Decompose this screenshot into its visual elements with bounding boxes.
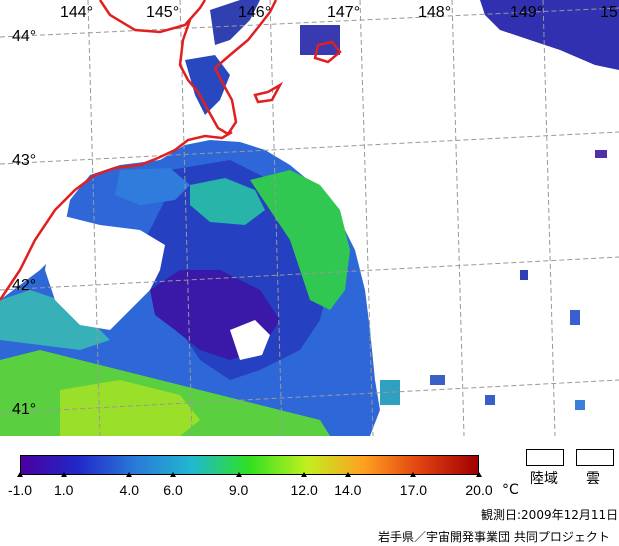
latitude-label-44: 44° <box>12 28 37 45</box>
land-legend-swatch <box>526 449 564 466</box>
longitude-label-148: 148° <box>418 4 452 21</box>
colorbar-tick-mark <box>170 472 176 477</box>
colorbar-tick-label: 4.0 <box>119 482 140 498</box>
colorbar-tick-mark <box>235 472 242 477</box>
coastline <box>0 0 342 301</box>
latitude-label-43: 43° <box>12 152 37 169</box>
sea-surface-temperature-map <box>0 0 619 437</box>
project-credit: 岩手県／宇宙開発事業団 共同プロジェクト <box>378 530 610 544</box>
latitude-label-41: 41° <box>12 401 37 418</box>
land-legend-label: 陸域 <box>530 471 558 487</box>
colorbar-tick-label: 6.0 <box>163 482 183 498</box>
colorbar-tick-mark <box>60 472 67 477</box>
temperature-colorbar <box>20 455 479 475</box>
cloud-legend-label: 雲 <box>586 471 600 487</box>
longitude-label-149: 149° <box>510 4 544 21</box>
colorbar-tick-label: 1.0 <box>53 482 74 498</box>
colorbar-tick-mark <box>344 472 351 477</box>
colorbar-tick-label: 14.0 <box>334 482 362 498</box>
observation-date: 観測日:2009年12月11日 <box>481 508 619 522</box>
colorbar-tick-label: -1.0 <box>7 482 33 498</box>
sst-data-region <box>0 140 380 436</box>
longitude-label-144: 144° <box>60 4 94 21</box>
longitude-label-146: 146° <box>238 4 272 21</box>
cloud-legend-swatch <box>576 449 614 466</box>
colorbar-tick-mark <box>301 472 308 477</box>
colorbar-tick-mark <box>126 472 133 477</box>
colorbar-tick-label: 17.0 <box>399 482 428 498</box>
latitude-label-42: 42° <box>12 277 37 294</box>
colorbar-tick-label: 9.0 <box>228 482 249 498</box>
colorbar-tick-mark <box>17 472 23 477</box>
colorbar-tick-mark <box>410 472 417 477</box>
longitude-label-150: 15 <box>600 4 618 21</box>
colorbar-unit: °C <box>502 482 519 498</box>
coordinate-grid <box>0 0 619 437</box>
colorbar-tick-label: 20.0 <box>465 482 493 498</box>
longitude-label-147: 147° <box>327 4 361 21</box>
colorbar-tick-mark <box>476 472 482 477</box>
colorbar-tick-label: 12.0 <box>290 482 318 498</box>
longitude-label-145: 145° <box>146 4 180 21</box>
scattered-cloud-gaps <box>185 0 619 410</box>
